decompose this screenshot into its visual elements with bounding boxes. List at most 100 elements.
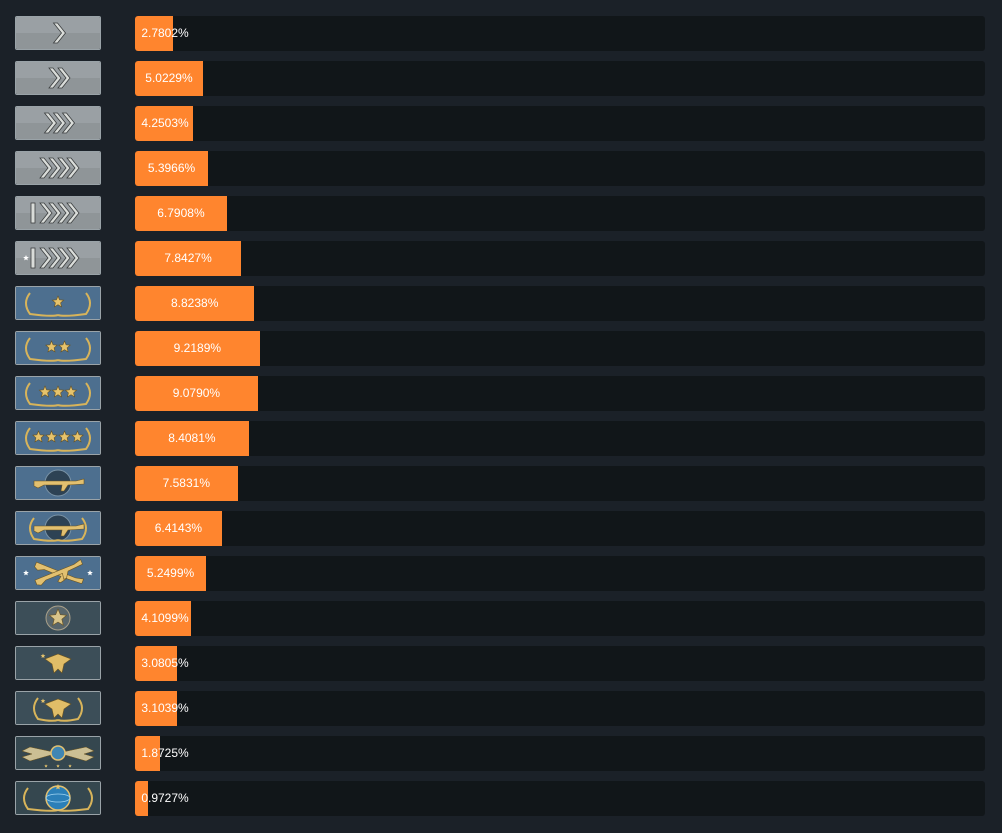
master-guardian-1-rank-icon-graphic [16,467,100,499]
gold-nova-master-rank-icon [15,421,101,455]
gold-nova-master-rank-icon-graphic [16,422,100,454]
bar-value-label: 2.7802% [141,26,189,40]
distinguished-master-guardian-rank-icon [15,601,101,635]
rank-row: 4.1099% [0,601,1002,636]
bar-track: 9.0790% [135,376,985,411]
bar-track: 5.2499% [135,556,985,591]
gold-nova-2-rank-icon [15,331,101,365]
gold-nova-3-rank-icon [15,376,101,410]
bar-value-label: 7.5831% [162,476,210,490]
rank-row: 3.1039% [0,691,1002,726]
bar [135,691,177,726]
silver-2-rank-icon [15,61,101,95]
bar [135,331,260,366]
bar-track: 7.5831% [135,466,985,501]
master-guardian-2-rank-icon [15,511,101,545]
global-elite-rank-icon [15,781,101,815]
bar [135,601,191,636]
bar [135,421,249,456]
gold-nova-1-rank-icon [15,286,101,320]
rank-row: 9.0790% [0,376,1002,411]
silver-4-rank-icon [15,151,101,185]
bar-track: 4.1099% [135,601,985,636]
bar-value-label: 0.9727% [141,791,189,805]
bar [135,61,203,96]
bar-value-label: 5.2499% [146,566,195,580]
bar-track: 4.2503% [135,106,985,141]
bar-value-label: 6.4143% [154,521,203,535]
bar-value-label: 5.0229% [145,71,193,85]
bar-track: 9.2189% [135,331,985,366]
bar-track: 2.7802% [135,16,985,51]
global-elite-rank-icon-graphic [16,782,100,814]
bar-value-label: 4.2503% [141,116,189,130]
bar [135,286,255,321]
rank-row: 9.2189% [0,331,1002,366]
bar [135,376,258,411]
rank-row: 8.8238% [0,286,1002,321]
gold-nova-1-rank-icon-graphic [16,287,100,319]
bar [135,781,149,816]
silver-3-rank-icon [15,106,101,140]
bar [135,466,238,501]
bar-value-label: 6.7908% [157,206,205,220]
bar-value-label: 3.1039% [141,701,189,715]
bar-track: 8.4081% [135,421,985,456]
bar [135,511,222,546]
rank-row: 7.5831% [0,466,1002,501]
bar-track: 0.9727% [135,781,985,816]
legendary-eagle-rank-icon [15,646,101,680]
rank-row: 3.0805% [0,646,1002,681]
rank-row: 5.0229% [0,61,1002,96]
legendary-eagle-master-rank-icon [15,691,101,725]
bar [135,241,242,276]
bar-value-label: 5.3966% [147,161,196,175]
silver-3-rank-icon-graphic [16,107,100,139]
bar [135,196,227,231]
silver-1-rank-icon [15,16,101,50]
master-guardian-2-rank-icon-graphic [16,512,100,544]
rank-row: 7.8427% [0,241,1002,276]
silver-elite-rank-icon-graphic [16,197,100,229]
silver-1-rank-icon-graphic [16,17,100,49]
legendary-eagle-master-rank-icon-graphic [16,692,100,724]
bar-track: 6.7908% [135,196,985,231]
bar [135,556,207,591]
supreme-master-first-class-rank-icon [15,736,101,770]
bar-track: 5.3966% [135,151,985,186]
bar-value-label: 9.0790% [172,386,221,400]
rank-row: 2.7802% [0,16,1002,51]
distinguished-master-guardian-rank-icon-graphic [16,602,100,634]
bar-track: 3.1039% [135,691,985,726]
bar-track: 8.8238% [135,286,985,321]
rank-row: 0.9727% [0,781,1002,816]
rank-row: 8.4081% [0,421,1002,456]
bar-value-label: 8.8238% [171,296,219,310]
bar-track: 7.8427% [135,241,985,276]
rank-row: 6.4143% [0,511,1002,546]
bar [135,16,173,51]
silver-elite-master-rank-icon-graphic [16,242,100,274]
gold-nova-3-rank-icon-graphic [16,377,100,409]
gold-nova-2-rank-icon-graphic [16,332,100,364]
bar [135,736,161,771]
rank-row: 6.7908% [0,196,1002,231]
supreme-master-first-class-rank-icon-graphic [16,737,100,769]
bar-value-label: 3.0805% [141,656,189,670]
master-guardian-elite-rank-icon [15,556,101,590]
rank-row: 1.8725% [0,736,1002,771]
bar-value-label: 8.4081% [168,431,216,445]
bar-value-label: 1.8725% [141,746,189,760]
silver-4-rank-icon-graphic [16,152,100,184]
bar-value-label: 9.2189% [173,341,222,355]
bar-track: 5.0229% [135,61,985,96]
bar-track: 6.4143% [135,511,985,546]
silver-2-rank-icon-graphic [16,62,100,94]
bar [135,151,209,186]
bar-value-label: 7.8427% [164,251,212,265]
rank-row: 5.3966% [0,151,1002,186]
bar-track: 1.8725% [135,736,985,771]
rank-row: 5.2499% [0,556,1002,591]
bar-track: 3.0805% [135,646,985,681]
